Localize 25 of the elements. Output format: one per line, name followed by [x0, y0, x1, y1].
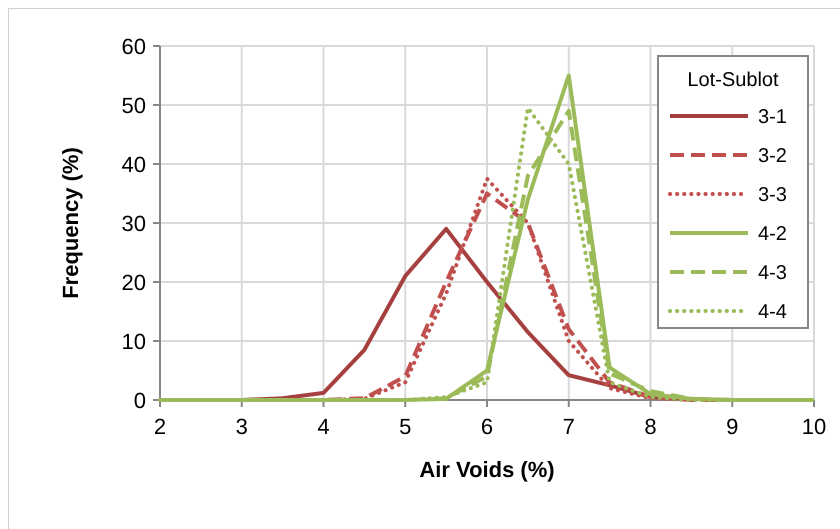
legend-label: 3-3: [758, 184, 787, 206]
x-tick-label: 5: [399, 414, 412, 439]
y-tick-label: 30: [122, 211, 146, 236]
y-tick-label: 50: [122, 93, 146, 118]
legend-title: Lot-Sublot: [687, 69, 780, 91]
x-tick-label: 9: [726, 414, 738, 439]
x-tick-label: 8: [644, 414, 657, 439]
y-tick-label: 20: [122, 270, 146, 295]
y-tick-label: 60: [122, 34, 146, 59]
y-tick-label: 40: [122, 152, 146, 177]
legend-label: 4-2: [758, 223, 787, 245]
x-tick-label: 6: [480, 414, 494, 439]
x-axis-title: Air Voids (%): [419, 457, 555, 482]
x-tick-label: 3: [236, 414, 248, 439]
legend-label: 4-3: [758, 262, 787, 284]
x-tick-label: 4: [317, 414, 330, 439]
x-tick-label: 7: [562, 414, 575, 439]
legend-label: 3-1: [758, 106, 787, 128]
legend-label: 4-4: [758, 301, 787, 323]
y-axis-title: Frequency (%): [58, 147, 83, 299]
x-tick-label: 2: [154, 414, 166, 439]
x-tick-label: 10: [802, 414, 826, 439]
y-tick-label: 10: [122, 329, 146, 354]
legend-label: 3-2: [758, 145, 787, 167]
y-tick-label: 0: [134, 388, 146, 413]
